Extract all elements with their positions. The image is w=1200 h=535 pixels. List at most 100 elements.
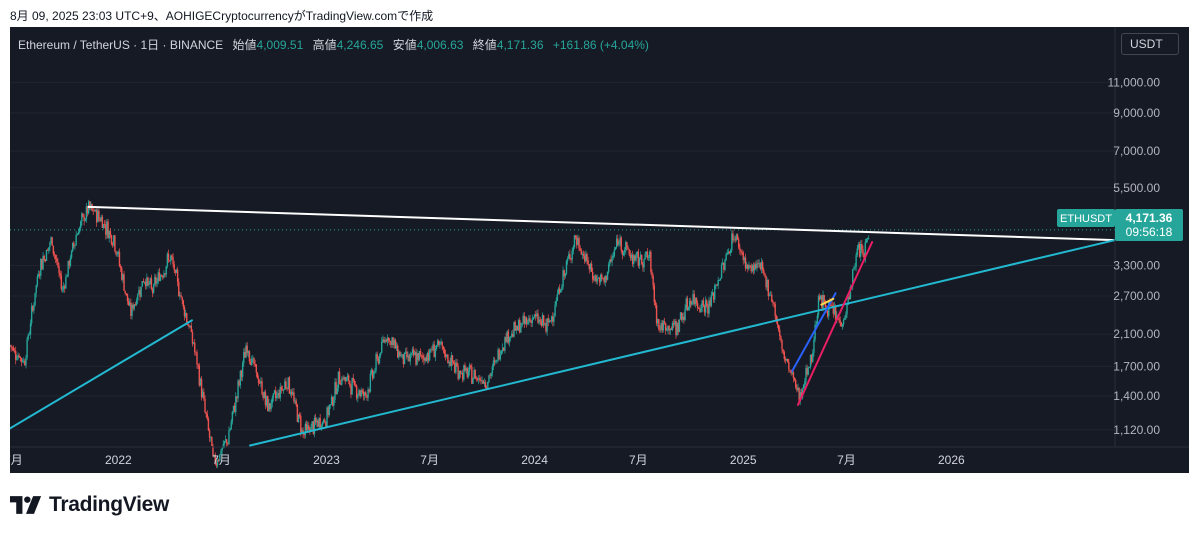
candle-body bbox=[300, 416, 302, 433]
candle-body bbox=[151, 288, 154, 293]
candle-body bbox=[350, 385, 352, 395]
candle-body bbox=[602, 277, 604, 279]
chart-frame[interactable]: 11,000.00 9,000.00 7,000.00 5,500.00 3,300.0… bbox=[10, 27, 1189, 473]
candle-body bbox=[320, 425, 323, 428]
candle-body bbox=[774, 303, 776, 316]
trendline-support[interactable] bbox=[249, 239, 1116, 447]
trendline-channel[interactable] bbox=[791, 292, 837, 372]
trendline-resistance[interactable] bbox=[87, 205, 1116, 242]
candle-body bbox=[67, 260, 69, 276]
candle-body bbox=[655, 305, 658, 324]
close-label: 終値 bbox=[472, 38, 497, 52]
candle-body bbox=[519, 320, 521, 333]
candle-body bbox=[58, 266, 60, 274]
candle-body bbox=[406, 351, 408, 358]
candle-body bbox=[704, 300, 707, 313]
open-label: 始値 bbox=[232, 38, 257, 52]
candle-body bbox=[812, 352, 814, 362]
candle-body bbox=[44, 259, 47, 261]
candle-body bbox=[842, 319, 845, 325]
candle-body bbox=[605, 276, 608, 280]
currency-selector[interactable]: USDT bbox=[1121, 33, 1179, 55]
candle-body bbox=[353, 380, 356, 385]
candle-body bbox=[354, 384, 357, 386]
candle-body bbox=[103, 224, 106, 226]
candle-body bbox=[375, 354, 377, 371]
candle-body bbox=[42, 255, 44, 270]
candle-body bbox=[473, 370, 475, 379]
y-tick-label: 2,700.00 bbox=[1113, 289, 1160, 303]
candle-body bbox=[310, 426, 312, 432]
candle-body bbox=[706, 300, 708, 306]
candle-body bbox=[374, 370, 376, 373]
candle-body bbox=[860, 243, 862, 257]
candle-body bbox=[260, 381, 262, 383]
candle-body bbox=[176, 269, 179, 282]
candle-body bbox=[143, 281, 146, 283]
x-axis[interactable]: 7月 2022 7月 2023 7月 2024 7月 2025 7月 2026 bbox=[10, 446, 1189, 467]
candle-body bbox=[371, 369, 374, 379]
candle-body bbox=[32, 306, 34, 311]
trendlines[interactable] bbox=[10, 205, 1116, 447]
candle-body bbox=[54, 255, 57, 259]
candle-body bbox=[866, 238, 869, 240]
candle-body bbox=[105, 224, 107, 235]
candle-body bbox=[717, 280, 719, 286]
candle-body bbox=[856, 248, 858, 255]
candle-body bbox=[735, 234, 738, 240]
candle-body bbox=[38, 274, 41, 276]
candle-body bbox=[82, 213, 84, 217]
pair-label[interactable]: Ethereum / TetherUS · 1日 · BINANCE bbox=[18, 38, 224, 52]
candle-body bbox=[113, 235, 115, 246]
candle-body bbox=[790, 370, 792, 374]
candle-body bbox=[647, 257, 650, 259]
candle-body bbox=[468, 365, 471, 372]
candle-body bbox=[820, 295, 822, 300]
candle-body bbox=[296, 404, 299, 422]
candle-body bbox=[263, 392, 265, 398]
candle-body bbox=[278, 393, 280, 398]
price-chart[interactable]: 11,000.00 9,000.00 7,000.00 5,500.00 3,300.0… bbox=[10, 27, 1189, 473]
candle-body bbox=[219, 454, 221, 461]
candle-body bbox=[385, 339, 388, 342]
candle-body bbox=[254, 364, 256, 365]
candle-body bbox=[127, 301, 130, 306]
candle-body bbox=[230, 421, 232, 429]
candle-body bbox=[247, 351, 250, 354]
candle-body bbox=[43, 255, 45, 260]
candle-body bbox=[186, 313, 188, 324]
y-axis[interactable]: 11,000.00 9,000.00 7,000.00 5,500.00 3,300.0… bbox=[1108, 27, 1190, 473]
candle-body bbox=[839, 320, 841, 323]
candle-body bbox=[238, 380, 240, 386]
candle-body bbox=[338, 371, 341, 385]
candle-body bbox=[448, 361, 450, 364]
candle-body bbox=[363, 392, 366, 396]
candle-body bbox=[610, 259, 612, 262]
candle-body bbox=[756, 263, 758, 269]
candle-body bbox=[434, 349, 437, 358]
candle-body bbox=[295, 400, 297, 405]
candle-body bbox=[761, 261, 764, 270]
candle-body bbox=[633, 255, 635, 264]
trendline-channel[interactable] bbox=[820, 297, 835, 306]
candle-body bbox=[620, 237, 622, 251]
candle-body bbox=[661, 322, 663, 331]
trendline-fast-support[interactable] bbox=[796, 241, 874, 406]
candle-body bbox=[678, 319, 681, 333]
candle-body bbox=[255, 364, 258, 373]
trendline-support[interactable] bbox=[10, 319, 193, 430]
candle-body bbox=[747, 264, 749, 270]
candle-body bbox=[668, 325, 670, 331]
candle-body bbox=[588, 264, 590, 270]
candle-body bbox=[317, 420, 319, 427]
candle-body bbox=[15, 350, 17, 360]
tradingview-logo[interactable]: TradingView bbox=[10, 491, 169, 519]
candle-body bbox=[137, 294, 139, 301]
candle-body bbox=[677, 323, 679, 333]
chart-caption: 8月 09, 2025 23:03 UTC+9、AOHIGECryptocurr… bbox=[10, 9, 434, 23]
candle-body bbox=[814, 324, 816, 340]
candle-body bbox=[422, 355, 424, 359]
tradingview-logo-icon bbox=[10, 496, 42, 514]
candle-body bbox=[62, 286, 65, 290]
candle-body bbox=[206, 414, 208, 419]
